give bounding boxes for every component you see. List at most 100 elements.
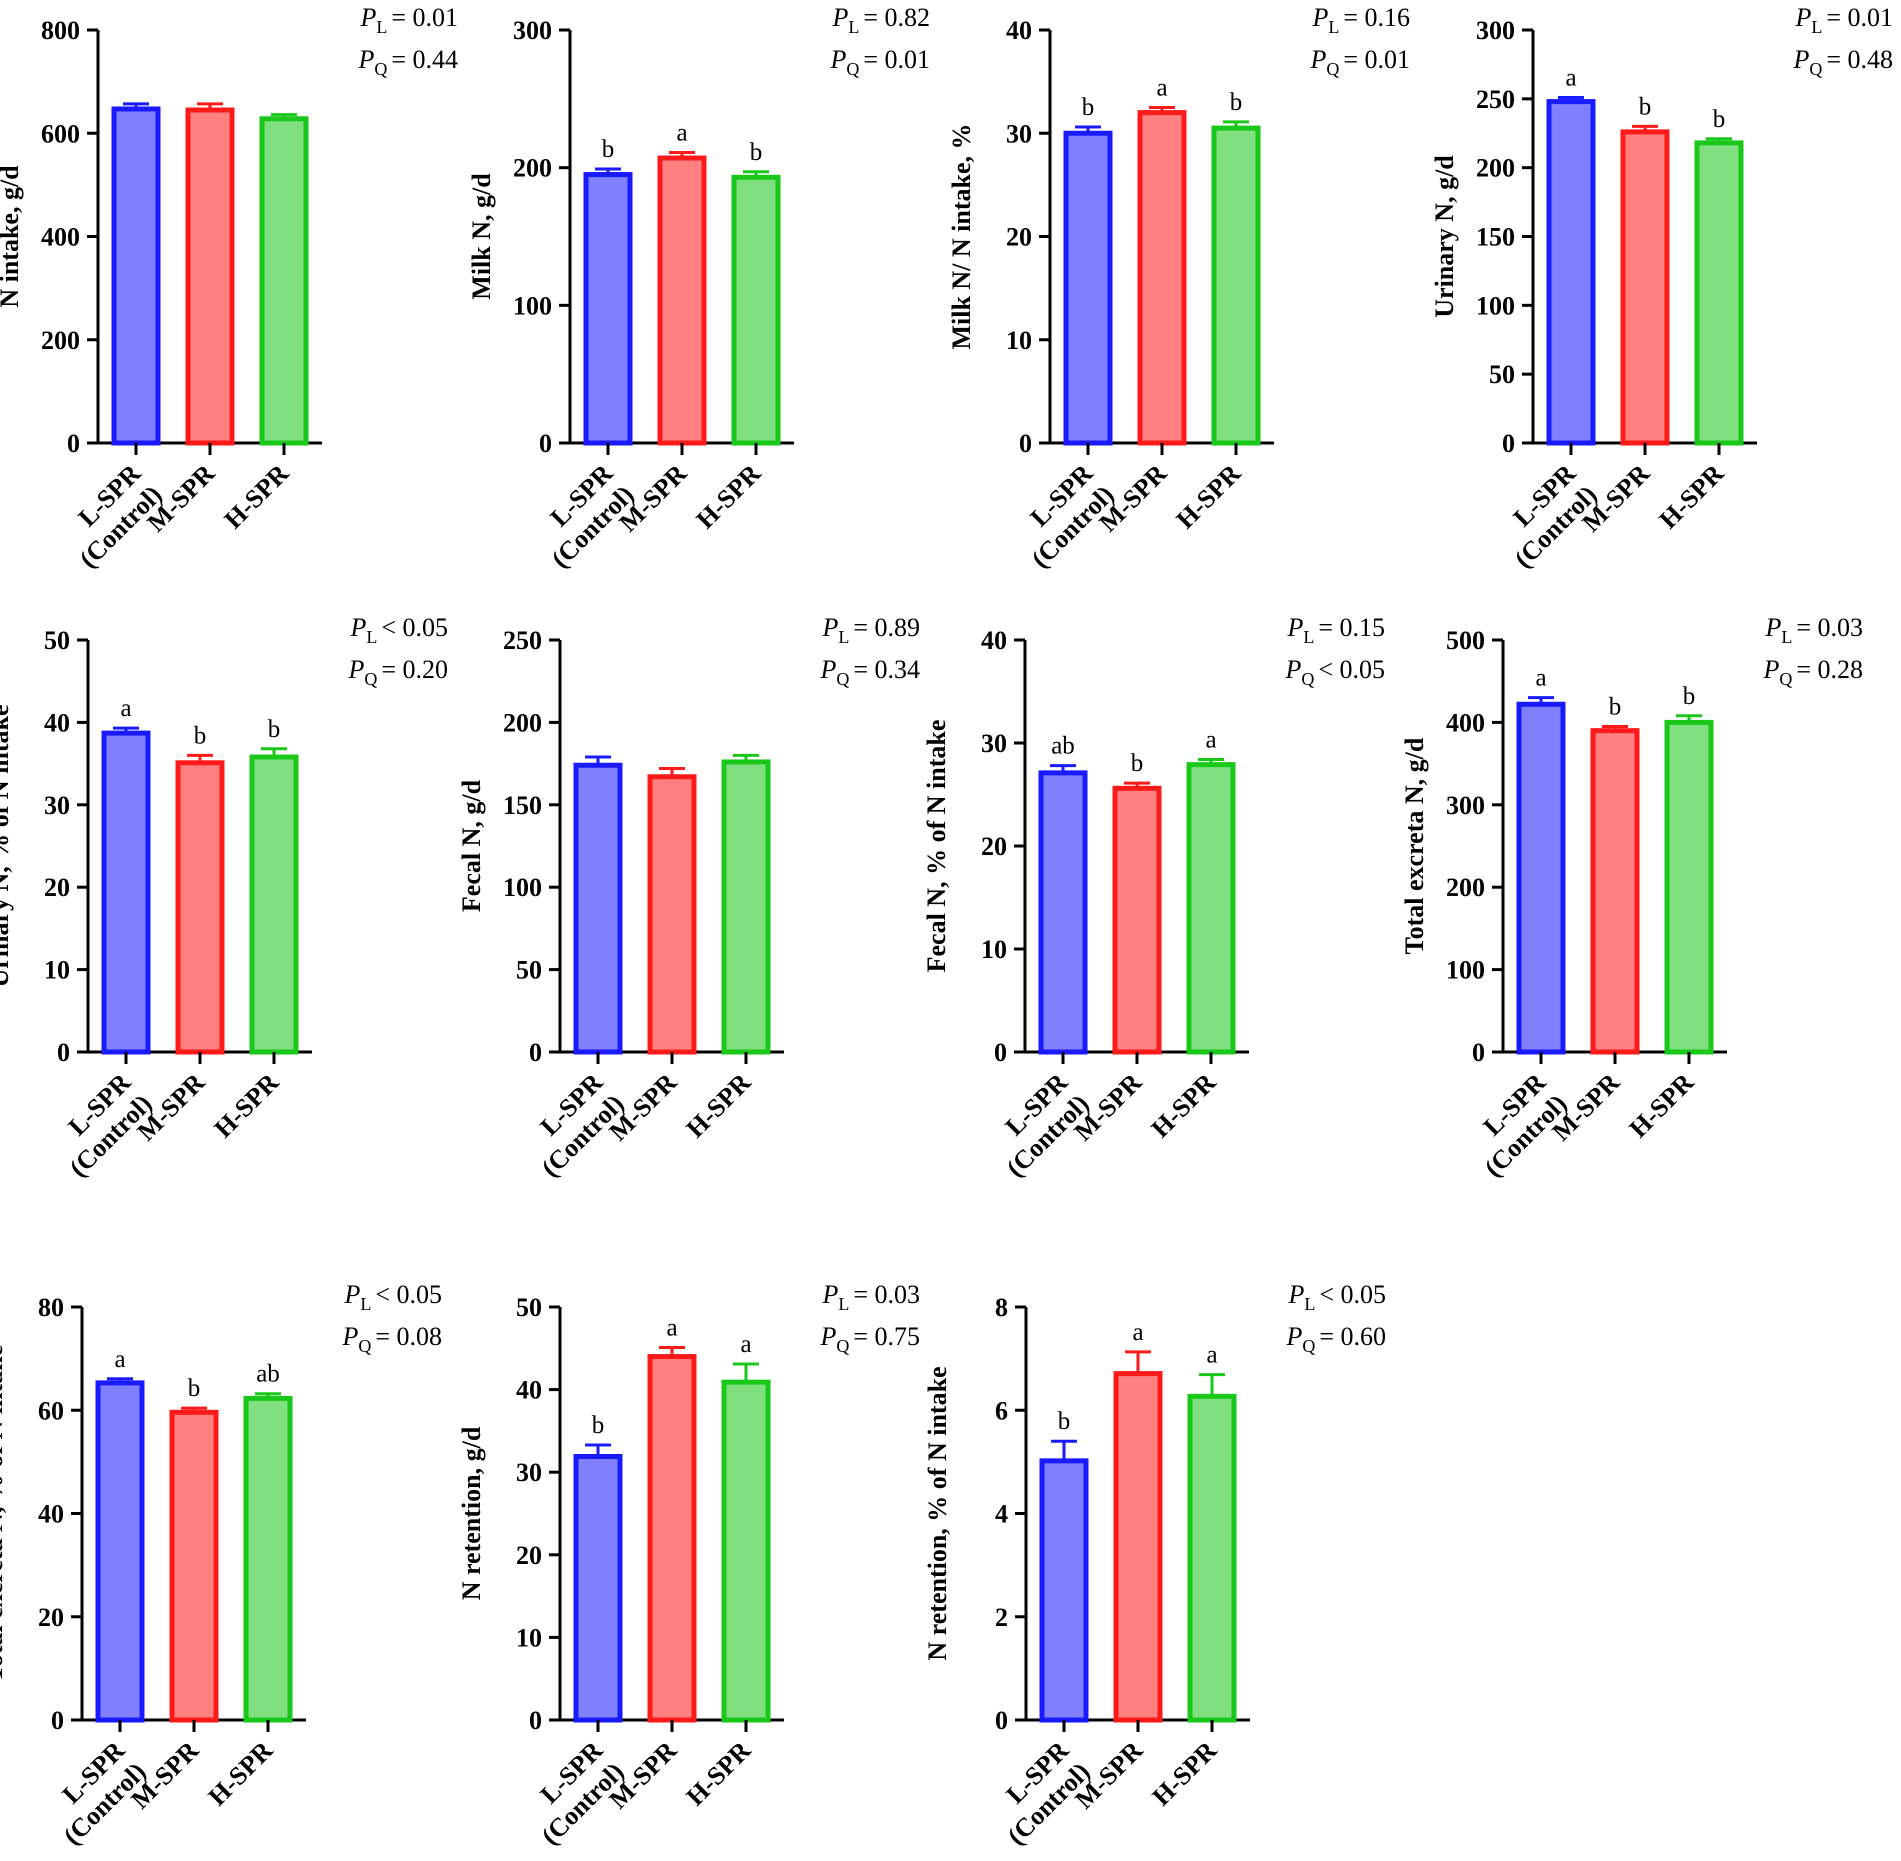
y-tick-label: 200	[513, 154, 552, 183]
y-tick-label: 800	[41, 16, 80, 45]
x-tick-label: H-SPR	[1624, 1068, 1700, 1144]
y-tick-label: 0	[57, 1038, 70, 1067]
x-tick-label-line: H-SPR	[203, 1736, 279, 1812]
bar	[259, 116, 309, 446]
p-linear-label: PL < 0.05	[349, 613, 448, 647]
y-tick-label: 100	[1476, 291, 1515, 320]
bar	[1063, 130, 1113, 446]
bar	[721, 759, 771, 1055]
bar	[1546, 99, 1596, 446]
y-tick-label: 500	[1446, 626, 1485, 655]
p-linear-label: PL = 0.01	[1794, 3, 1893, 37]
x-tick-label: H-SPR	[1147, 1736, 1223, 1812]
y-tick-label: 600	[41, 119, 80, 148]
p-quadratic-label: PQ = 0.60	[1285, 1322, 1386, 1356]
bar	[1620, 129, 1670, 446]
significance-letter: ab	[256, 1361, 280, 1388]
y-tick-label: 50	[1489, 360, 1515, 389]
significance-letter: a	[1132, 1319, 1143, 1346]
bar	[731, 174, 781, 446]
y-tick-label: 80	[38, 1293, 64, 1322]
bar	[1112, 785, 1162, 1055]
p-linear-label: PL = 0.03	[1764, 613, 1863, 647]
bar	[169, 1409, 219, 1723]
bar	[583, 172, 633, 446]
y-tick-label: 0	[529, 1038, 542, 1067]
x-tick-label: H-SPR	[691, 459, 767, 535]
x-tick-label: H-SPR	[1654, 459, 1730, 535]
y-tick-label: 40	[38, 1500, 64, 1529]
significance-letter: a	[1535, 665, 1546, 692]
y-tick-label: 10	[1006, 326, 1032, 355]
significance-letter: b	[1230, 89, 1243, 116]
bar	[657, 155, 707, 446]
y-tick-label: 100	[503, 873, 542, 902]
x-tick-label-line: H-SPR	[681, 1736, 757, 1812]
x-tick-label-line: H-SPR	[1146, 1068, 1222, 1144]
y-tick-label: 30	[516, 1458, 542, 1487]
y-tick-label: 0	[1019, 429, 1032, 458]
y-tick-label: 150	[503, 791, 542, 820]
x-tick-label-line: H-SPR	[691, 459, 767, 535]
y-tick-label: 300	[513, 16, 552, 45]
y-tick-label: 4	[995, 1500, 1008, 1529]
x-tick-label-line: H-SPR	[219, 459, 295, 535]
significance-letter: b	[1713, 106, 1726, 133]
x-tick-label-line: H-SPR	[209, 1068, 285, 1144]
significance-letter: b	[194, 722, 207, 749]
y-axis-title: N retention, % of N intake	[923, 1366, 952, 1660]
y-tick-label: 30	[1006, 119, 1032, 148]
y-tick-label: 40	[516, 1376, 542, 1405]
y-axis-title: Fecal N, g/d	[457, 779, 486, 912]
p-linear-label: PL = 0.15	[1286, 613, 1385, 647]
x-tick-label: H-SPR	[219, 459, 295, 535]
y-tick-label: 10	[981, 935, 1007, 964]
significance-letter: a	[740, 1331, 751, 1358]
y-tick-label: 150	[1476, 223, 1515, 252]
y-tick-label: 40	[44, 708, 70, 737]
bar	[185, 107, 235, 446]
p-linear-label: PL = 0.16	[1311, 3, 1410, 37]
significance-letter: a	[676, 120, 687, 147]
x-tick-label: H-SPR	[681, 1068, 757, 1144]
y-tick-label: 100	[513, 291, 552, 320]
significance-letter: b	[750, 139, 763, 166]
y-tick-label: 40	[1006, 16, 1032, 45]
y-tick-label: 40	[981, 626, 1007, 655]
p-quadratic-label: PQ < 0.05	[1284, 655, 1385, 689]
significance-letter: b	[1683, 683, 1696, 710]
y-tick-label: 8	[995, 1293, 1008, 1322]
y-tick-label: 2	[995, 1603, 1008, 1632]
y-tick-label: 30	[981, 729, 1007, 758]
y-tick-label: 0	[994, 1038, 1007, 1067]
y-tick-label: 0	[1472, 1038, 1485, 1067]
chart-panel-1: 0200400600800N intake, g/dL-SPR(Control)…	[0, 3, 458, 574]
y-tick-label: 20	[981, 832, 1007, 861]
y-tick-label: 30	[44, 791, 70, 820]
significance-letter: b	[188, 1375, 201, 1402]
bar	[1664, 719, 1714, 1055]
significance-letter: a	[120, 695, 131, 722]
y-tick-label: 300	[1476, 16, 1515, 45]
y-axis-title: Fecal N, % of N intake	[922, 720, 951, 973]
bar	[1039, 1458, 1089, 1723]
y-tick-label: 200	[1446, 873, 1485, 902]
bar	[647, 774, 697, 1055]
x-tick-label: H-SPR	[1171, 459, 1247, 535]
significance-letter: b	[602, 136, 615, 163]
p-quadratic-label: PQ = 0.48	[1792, 45, 1893, 79]
bar	[111, 106, 161, 446]
significance-letter: b	[1058, 1408, 1071, 1435]
y-tick-label: 10	[516, 1623, 542, 1652]
significance-letter: a	[1156, 74, 1167, 101]
y-tick-label: 250	[503, 626, 542, 655]
